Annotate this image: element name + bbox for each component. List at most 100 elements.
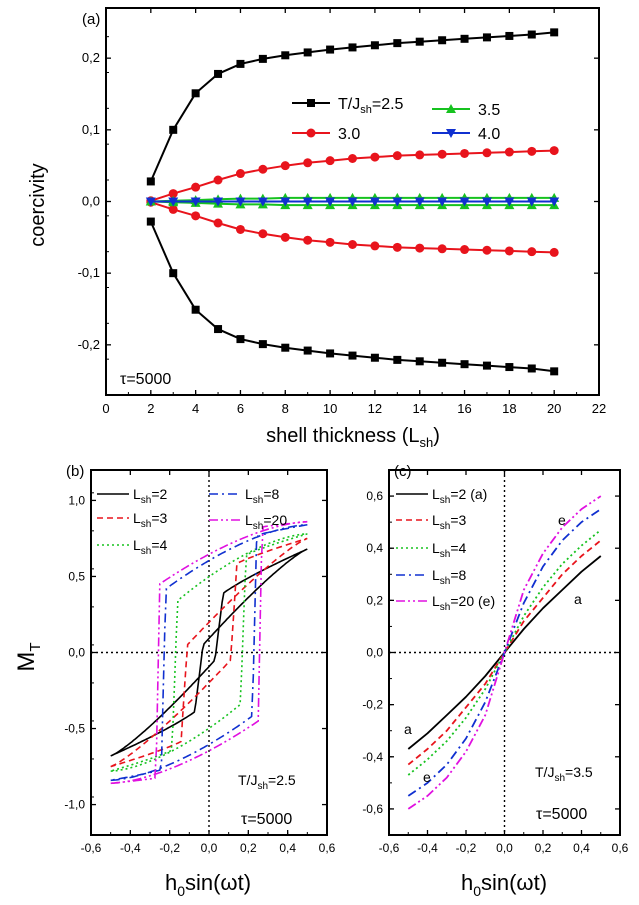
- curve-label-a-top: a: [574, 591, 582, 607]
- data-point: [169, 269, 178, 278]
- data-point: [348, 154, 357, 163]
- x-tick-label: 10: [323, 401, 337, 416]
- series-loop: [110, 533, 308, 772]
- data-point: [325, 156, 335, 166]
- data-point: [460, 245, 470, 255]
- x-tick-label: 22: [592, 401, 606, 416]
- series-loop: [110, 520, 308, 785]
- panel-label: (a): [82, 11, 100, 28]
- y-tick-label: -0,1: [78, 265, 100, 280]
- legend-marker: [446, 129, 456, 138]
- data-point: [460, 148, 470, 158]
- data-point: [482, 245, 492, 255]
- data-point: [370, 152, 380, 162]
- y-axis-title: coercivity: [27, 163, 49, 246]
- y-tick-label: 0,0: [68, 646, 85, 660]
- data-point: [191, 89, 200, 98]
- y-tick-label: 0,2: [82, 50, 100, 65]
- data-point: [549, 197, 560, 207]
- legend-label: Lsh=3: [133, 510, 168, 530]
- x-tick-label: -0,4: [120, 841, 141, 855]
- x-tick-label: 0,6: [612, 841, 629, 855]
- data-point: [257, 197, 268, 207]
- x-tick-label: 20: [547, 401, 561, 416]
- data-point: [393, 355, 402, 364]
- data-point: [281, 343, 290, 352]
- x-tick-label: 12: [368, 401, 382, 416]
- legend-label: 3.0: [338, 126, 360, 143]
- data-point: [392, 242, 402, 252]
- legend-label: Lsh=4: [133, 537, 168, 557]
- x-tick-label: 18: [502, 401, 516, 416]
- data-point: [213, 197, 224, 207]
- legend-label: 4.0: [478, 126, 500, 143]
- data-point: [459, 197, 470, 207]
- data-point: [191, 305, 200, 314]
- panel-b: (b) -0,6 -0,4 -0,2 0,0 0,2 0,4 0,6 -1,0 -0,5 0,0 0…: [13, 463, 336, 899]
- x-tick-label: 16: [457, 401, 471, 416]
- x-tick-label: 0,4: [279, 841, 296, 855]
- legend-label: Lsh=8: [432, 567, 467, 587]
- data-point: [504, 197, 515, 207]
- data-point: [258, 229, 268, 239]
- data-point: [347, 197, 358, 207]
- series-loop: [110, 524, 308, 782]
- y-tick-label: 0,6: [366, 489, 383, 503]
- data-point: [527, 247, 537, 257]
- x-tick-label: 6: [237, 401, 244, 416]
- data-point: [236, 59, 245, 68]
- legend-label: T/Jsh=2.5: [338, 96, 404, 116]
- legend-label: 3.5: [478, 102, 500, 119]
- data-point: [326, 45, 335, 54]
- data-point: [280, 197, 291, 207]
- legend-marker: [307, 99, 315, 107]
- curve-label-e-top: e: [558, 512, 566, 528]
- data-point: [415, 243, 425, 253]
- panel-label: (c): [394, 463, 412, 480]
- legend-label: Lsh=8: [245, 486, 280, 506]
- legend-label: Lsh=3: [432, 512, 467, 532]
- legend-marker: [446, 104, 456, 113]
- data-point: [348, 351, 357, 360]
- legend-marker: [306, 128, 316, 138]
- data-point: [527, 30, 536, 39]
- data-point: [527, 146, 537, 156]
- data-point: [438, 358, 447, 367]
- y-tick-label: -0,6: [362, 802, 383, 816]
- x-axis-title: h0sin(ωt): [461, 870, 547, 899]
- y-tick-label: -0,2: [78, 337, 100, 352]
- axis-ticks: 0 2 4 6 8 10 12 14 16 18 20 22 -0,2 -0,1 0,0 0,1 0,2: [78, 8, 606, 416]
- y-tick-label: -0,2: [362, 698, 383, 712]
- panel-label: (b): [66, 463, 84, 480]
- legend-label: Lsh=20 (e): [432, 593, 495, 613]
- data-point: [370, 41, 379, 50]
- x-tick-label: -0,4: [417, 841, 438, 855]
- data-point: [236, 335, 245, 344]
- data-point: [258, 164, 268, 174]
- legend: Lsh=2 (a) Lsh=3 Lsh=4 Lsh=8 Lsh=20 (e): [396, 486, 495, 613]
- x-tick-label: 2: [147, 401, 154, 416]
- curve-label-e-bottom: e: [423, 769, 431, 785]
- tau-annotation: τ=5000: [120, 371, 171, 388]
- data-point: [549, 146, 559, 156]
- data-point: [415, 150, 425, 160]
- data-point: [438, 36, 447, 45]
- data-point: [258, 54, 267, 63]
- x-tick-label: 8: [282, 401, 289, 416]
- data-point: [303, 346, 312, 355]
- data-point: [527, 364, 536, 373]
- data-point: [392, 197, 403, 207]
- data-point: [369, 197, 380, 207]
- legend-label: Lsh=2 (a): [432, 486, 487, 506]
- x-tick-label: 0,0: [201, 841, 218, 855]
- tau-annotation: τ=5000: [241, 811, 292, 828]
- data-point: [550, 28, 559, 37]
- data-point: [169, 125, 178, 134]
- temperature-annotation: T/Jsh=3.5: [535, 764, 593, 784]
- data-point: [326, 349, 335, 358]
- data-point: [235, 224, 245, 234]
- legend: Lsh=2 Lsh=3 Lsh=4 Lsh=8 Lsh=20: [97, 486, 287, 557]
- series-loop: [110, 548, 308, 757]
- data-point: [505, 31, 514, 40]
